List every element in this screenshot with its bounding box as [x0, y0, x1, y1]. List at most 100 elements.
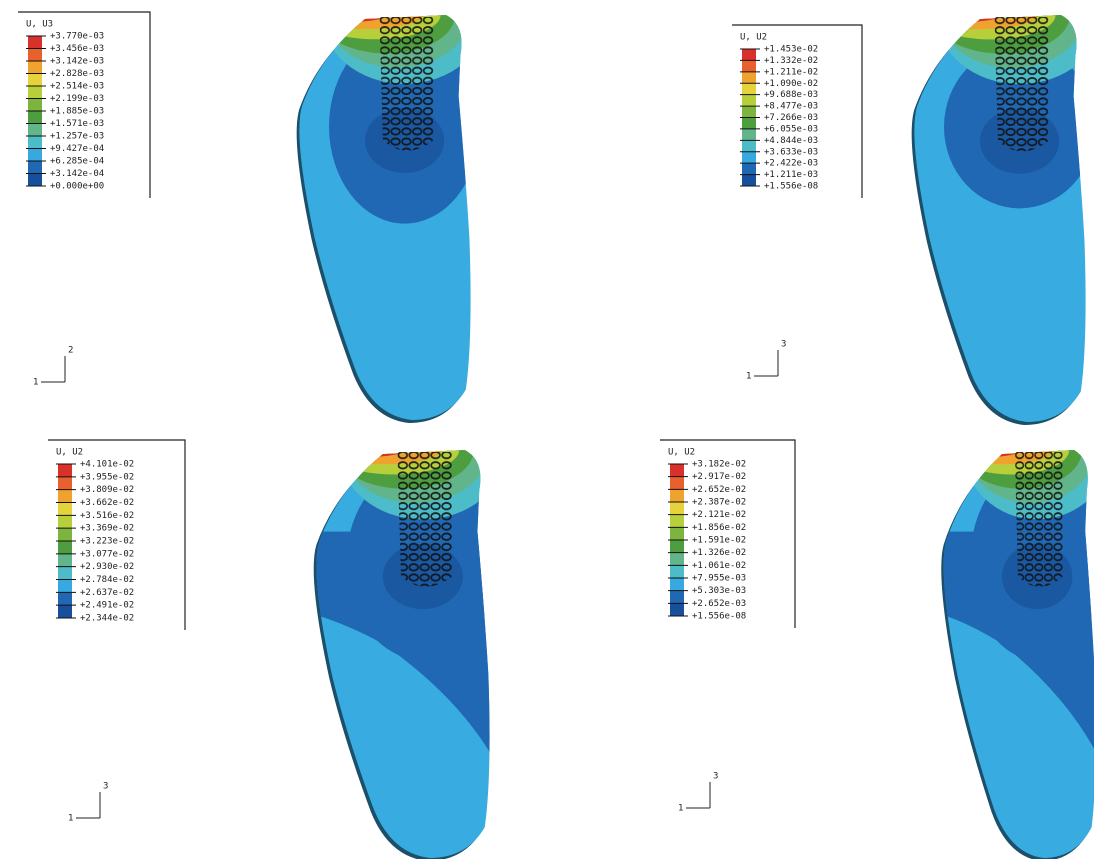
- legend-swatch: [28, 61, 42, 74]
- legend-swatch: [58, 580, 72, 593]
- legend-swatch: [670, 464, 684, 477]
- legend-swatch: [670, 502, 684, 515]
- legend-swatch: [742, 95, 756, 106]
- panel: U, U2+1.453e-02+1.332e-02+1.211e-02+1.09…: [732, 0, 1094, 425]
- legend-label: +1.326e-02: [692, 548, 746, 558]
- bone-model: [938, 381, 1094, 859]
- legend-label: +1.556e-08: [764, 182, 818, 192]
- legend-label: +3.809e-02: [80, 485, 134, 495]
- legend-label: +6.285e-04: [50, 157, 104, 167]
- legend-swatch: [28, 161, 42, 174]
- legend-swatch: [58, 554, 72, 567]
- legend-label: +1.257e-03: [50, 132, 104, 142]
- legend-swatch: [670, 578, 684, 591]
- triad-label: 1: [678, 804, 683, 814]
- panel: U, U3+3.770e-03+3.456e-03+3.142e-03+2.82…: [18, 0, 487, 423]
- legend-label: +2.930e-02: [80, 562, 134, 572]
- legend-swatch: [742, 129, 756, 140]
- legend-swatch: [58, 541, 72, 554]
- legend-label: +1.591e-02: [692, 536, 746, 546]
- legend-swatch: [28, 86, 42, 99]
- legend-label: +2.344e-02: [80, 614, 134, 624]
- legend-label: +1.090e-02: [764, 79, 818, 89]
- legend-label: +1.211e-03: [764, 170, 818, 180]
- legend-label: +3.223e-02: [80, 537, 134, 547]
- contour-band: [922, 8, 1001, 22]
- implant: [994, 17, 1048, 151]
- legend-label: +8.477e-03: [764, 102, 818, 112]
- legend-swatch: [28, 99, 42, 112]
- legend-label: +2.917e-02: [692, 472, 746, 482]
- legend-label: +2.784e-02: [80, 575, 134, 585]
- legend-label: +1.061e-02: [692, 561, 746, 571]
- legend-label: +2.121e-02: [692, 510, 746, 520]
- legend-label: +3.770e-03: [50, 32, 104, 42]
- page: {"panels": [ {"legend_title": "U, U3", "…: [0, 0, 1094, 859]
- legend-title: U, U2: [56, 448, 83, 458]
- contour-band: [325, 443, 405, 457]
- legend-title: U, U2: [740, 33, 767, 43]
- legend-swatch: [58, 503, 72, 516]
- legend-label: +2.422e-03: [764, 159, 818, 169]
- triad-label: 1: [68, 814, 73, 824]
- legend-label: +7.266e-03: [764, 113, 818, 123]
- legend-label: +9.688e-03: [764, 90, 818, 100]
- legend-label: +3.456e-03: [50, 44, 104, 54]
- legend-label: +3.955e-02: [80, 472, 134, 482]
- legend-swatch: [58, 515, 72, 528]
- legend-swatch: [742, 152, 756, 163]
- legend-swatch: [58, 592, 72, 605]
- legend-label: +4.844e-03: [764, 136, 818, 146]
- legend-swatch: [670, 603, 684, 616]
- legend-label: +3.662e-02: [80, 498, 134, 508]
- legend-swatch: [670, 527, 684, 540]
- legend-swatch: [742, 118, 756, 129]
- bone-model: [293, 0, 487, 423]
- triad-label: 2: [68, 346, 73, 356]
- legend-swatch: [58, 528, 72, 541]
- legend-label: +3.142e-03: [50, 57, 104, 67]
- implant: [379, 17, 433, 151]
- legend-swatch: [28, 149, 42, 162]
- triad-label: 3: [713, 772, 718, 782]
- legend-label: +1.885e-03: [50, 107, 104, 117]
- implant: [1015, 452, 1063, 587]
- legend-label: +7.955e-03: [692, 574, 746, 584]
- contour-band: [951, 443, 1021, 457]
- contour-band: [307, 8, 386, 22]
- legend-swatch: [28, 111, 42, 124]
- legend-label: +9.427e-04: [50, 144, 104, 154]
- legend-label: +2.514e-03: [50, 82, 104, 92]
- triad-label: 1: [746, 372, 751, 382]
- legend-swatch: [28, 49, 42, 62]
- bone-model: [310, 381, 507, 859]
- legend-title: U, U3: [26, 20, 53, 30]
- legend-label: +2.637e-02: [80, 588, 134, 598]
- legend-label: +2.652e-03: [692, 599, 746, 609]
- triad-label: 3: [103, 782, 108, 792]
- legend-swatch: [670, 540, 684, 553]
- legend-swatch: [670, 591, 684, 604]
- triad-label: 1: [33, 378, 38, 388]
- legend-swatch: [670, 565, 684, 578]
- legend-label: +1.453e-02: [764, 45, 818, 55]
- bone-model: [908, 0, 1094, 425]
- legend-swatch: [742, 106, 756, 117]
- triad-label: 3: [781, 340, 786, 350]
- legend-swatch: [28, 36, 42, 49]
- legend-swatch: [670, 477, 684, 490]
- legend-label: +1.571e-03: [50, 119, 104, 129]
- legend-swatch: [28, 136, 42, 149]
- legend-swatch: [742, 163, 756, 174]
- legend-label: +6.055e-03: [764, 124, 818, 134]
- legend-label: +3.077e-02: [80, 549, 134, 559]
- legend-swatch: [742, 72, 756, 83]
- legend-swatch: [670, 553, 684, 566]
- legend-label: +1.332e-02: [764, 56, 818, 66]
- panel: U, U2 +4.101e-02 +3.955e-02 +3.809e-02 +3.66…: [48, 381, 507, 859]
- legend-swatch: [28, 174, 42, 187]
- legend-label: +1.556e-08: [692, 612, 746, 622]
- legend-label: +4.101e-02: [80, 460, 134, 470]
- legend-label: +3.369e-02: [80, 524, 134, 534]
- figure: U, U3+3.770e-03+3.456e-03+3.142e-03+2.82…: [0, 0, 1094, 859]
